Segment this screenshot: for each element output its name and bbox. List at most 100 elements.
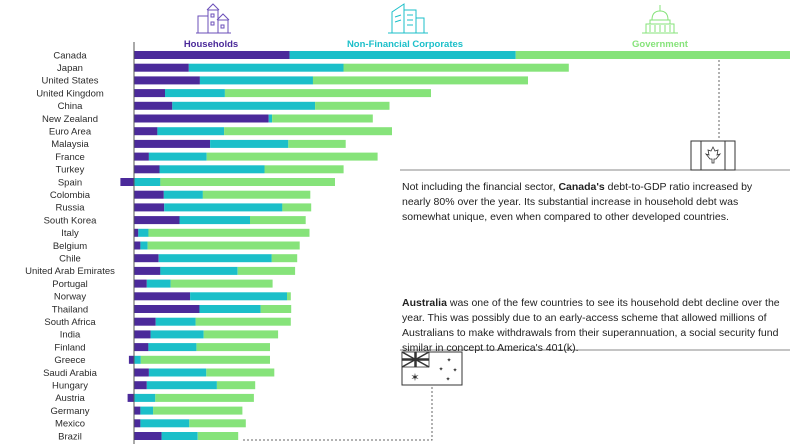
bar-households-france (134, 152, 149, 161)
category-label-colombia: Colombia (50, 190, 91, 201)
bar-households-mexico (134, 419, 141, 428)
category-label-turkey: Turkey (56, 165, 85, 176)
bar-non-financial-corporates-norway (190, 292, 287, 301)
category-label-germany: Germany (50, 406, 89, 417)
legend-non-financial-corporates-label: Non-Financial Corporates (347, 39, 463, 50)
bar-non-financial-corporates-canada (289, 51, 516, 59)
bar-non-financial-corporates-hungary (146, 381, 217, 390)
bar-non-financial-corporates-new-zealand (268, 114, 273, 123)
bars (120, 51, 790, 440)
category-label-belgium: Belgium (53, 241, 87, 252)
bar-government-brazil (197, 432, 239, 440)
category-label-new-zealand: New Zealand (42, 114, 98, 125)
bar-government-south-korea (250, 216, 306, 225)
australia-flag-icon: ✶ ✦ ✦ ✦ ✦ (401, 351, 463, 386)
bar-government-united-states (312, 76, 528, 85)
bar-government-canada (515, 51, 790, 59)
bar-non-financial-corporates-colombia (163, 190, 203, 199)
bar-government-united-arab-emirates (237, 266, 296, 275)
bar-government-united-kingdom (224, 89, 431, 98)
bar-non-financial-corporates-portugal (146, 279, 171, 288)
australia-note-country: Australia (402, 297, 447, 309)
bar-government-turkey (264, 165, 344, 174)
category-label-south-africa: South Africa (44, 317, 96, 328)
bar-government-hungary (216, 381, 256, 390)
bar-non-financial-corporates-turkey (159, 165, 265, 174)
category-label-finland: Finland (54, 342, 85, 353)
houses-icon (196, 3, 231, 34)
category-label-saudi-arabia: Saudi Arabia (43, 368, 98, 379)
category-label-austria: Austria (55, 393, 85, 404)
svg-text:✦: ✦ (445, 376, 450, 383)
category-label-spain: Spain (58, 177, 82, 188)
bar-households-chile (134, 254, 159, 263)
bar-non-financial-corporates-chile (158, 254, 272, 263)
bar-households-euro-area (134, 127, 158, 136)
bar-non-financial-corporates-japan (188, 63, 344, 72)
bar-government-spain (160, 178, 335, 186)
category-label-south-korea: South Korea (44, 215, 98, 226)
bar-households-brazil (134, 432, 162, 440)
bar-households-thailand (134, 305, 200, 313)
category-label-chile: Chile (59, 254, 81, 265)
bar-government-russia (282, 203, 312, 212)
bar-non-financial-corporates-brazil (161, 432, 198, 440)
australia-note: Australia was one of the few countries t… (402, 296, 780, 356)
canada-note-intro: Not including the financial sector, (402, 181, 559, 193)
bar-non-financial-corporates-russia (164, 203, 283, 212)
bar-government-thailand (260, 305, 292, 313)
category-label-canada: Canada (53, 50, 87, 61)
bar-households-india (134, 330, 151, 339)
bar-non-financial-corporates-france (148, 152, 207, 161)
bar-households-norway (134, 292, 191, 301)
bar-households-canada (134, 51, 290, 59)
bar-households-south-korea (134, 216, 180, 225)
bar-government-germany (153, 406, 243, 415)
legend-government-label: Government (632, 39, 689, 50)
legend-households-label: Households (184, 39, 238, 50)
bar-government-colombia (202, 190, 311, 199)
category-label-united-kingdom: United Kingdom (36, 88, 104, 99)
bar-non-financial-corporates-belgium (140, 241, 148, 250)
category-label-thailand: Thailand (52, 304, 88, 315)
office-building-icon (388, 3, 428, 34)
australia-connector-line (243, 386, 433, 441)
bar-non-financial-corporates-south-korea (179, 216, 251, 225)
bar-government-euro-area (224, 127, 392, 136)
category-label-japan: Japan (57, 63, 83, 74)
bar-non-financial-corporates-austria (134, 393, 156, 402)
bar-government-japan (343, 63, 569, 72)
category-label-italy: Italy (61, 228, 79, 239)
bar-households-united-kingdom (134, 89, 165, 98)
bar-households-greece (128, 355, 134, 364)
bar-government-saudi-arabia (206, 368, 275, 377)
bar-government-malaysia (288, 139, 346, 148)
bar-households-spain (120, 178, 134, 186)
category-label-united-arab-emirates: United Arab Emirates (25, 266, 115, 277)
bar-non-financial-corporates-euro-area (157, 127, 225, 136)
bar-government-mexico (189, 419, 246, 428)
bar-government-india (203, 330, 279, 339)
category-label-france: France (55, 152, 85, 163)
bar-non-financial-corporates-italy (138, 228, 149, 237)
bar-households-turkey (134, 165, 160, 174)
bar-government-portugal (170, 279, 273, 288)
svg-text:✶: ✶ (410, 371, 419, 384)
bar-households-japan (134, 63, 189, 72)
category-label-malaysia: Malaysia (51, 139, 89, 150)
bar-households-finland (134, 343, 149, 352)
bar-government-new-zealand (272, 114, 373, 123)
category-label-china: China (58, 101, 84, 112)
bar-non-financial-corporates-finland (148, 343, 197, 352)
bar-households-germany (134, 406, 141, 415)
canada-flag-icon (690, 140, 736, 171)
bar-government-france (206, 152, 378, 161)
bar-government-south-africa (195, 317, 291, 326)
category-label-euro-area: Euro Area (49, 127, 92, 138)
bar-households-south-africa (134, 317, 156, 326)
bar-households-belgium (134, 241, 141, 250)
bar-government-austria (155, 393, 254, 402)
bar-government-finland (196, 343, 270, 352)
